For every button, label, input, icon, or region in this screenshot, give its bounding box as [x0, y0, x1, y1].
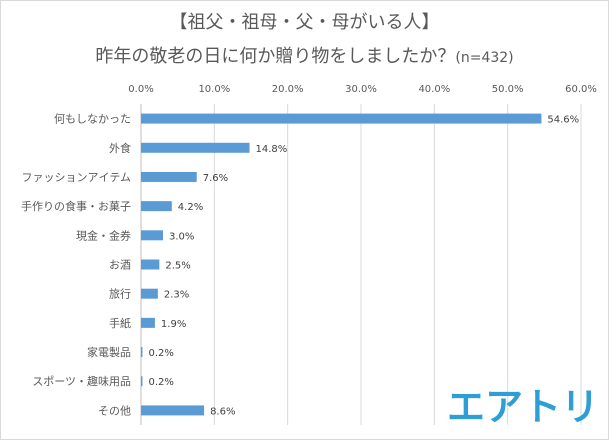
chart-title-question: 昨年の敬老の日に何か贈り物をしましたか？	[95, 46, 456, 67]
value-label: 4.2%	[178, 202, 203, 213]
category-label: ファッションアイテム	[22, 171, 131, 184]
bar	[141, 113, 542, 124]
category-label: 外食	[109, 141, 131, 155]
category-label: スポーツ・趣味用品	[32, 374, 131, 388]
value-label: 7.6%	[203, 173, 228, 184]
bar	[141, 259, 160, 270]
category-label: 旅行	[109, 287, 131, 301]
category-label: 現金・金券	[76, 228, 131, 242]
value-label: 0.2%	[148, 377, 173, 388]
category-label: お酒	[109, 259, 131, 272]
bar	[141, 201, 172, 212]
x-tick-label: 10.0%	[198, 84, 230, 95]
value-label: 1.9%	[161, 319, 186, 330]
bars	[141, 113, 542, 416]
x-tick-label: 60.0%	[565, 84, 597, 95]
value-label: 0.2%	[148, 348, 173, 359]
value-label: 54.6%	[547, 115, 579, 126]
category-label: 家電製品	[87, 345, 131, 359]
sample-size-label: (n=432)	[455, 50, 514, 66]
chart-title-line2: 昨年の敬老の日に何か贈り物をしましたか？(n=432)	[0, 42, 609, 68]
value-labels: 54.6% 14.8% 7.6% 4.2% 3.0% 2.5% 2.3% 1.9% 0.2% 0.…	[148, 115, 579, 418]
x-axis-tick-labels: 0.0% 10.0% 20.0% 30.0% 40.0% 50.0% 60.0%	[128, 84, 597, 95]
bar	[141, 317, 155, 328]
chart-title-line1: 【祖父・祖母・父・母がいる人】	[169, 12, 440, 33]
bar	[141, 230, 163, 241]
x-tick-label: 40.0%	[418, 84, 450, 95]
value-label: 14.8%	[256, 144, 288, 155]
category-label: その他	[98, 404, 131, 417]
logo-text: エアトリ	[447, 385, 599, 429]
category-label: 何もしなかった	[54, 113, 131, 126]
x-tick-label: 50.0%	[492, 84, 524, 95]
bar	[141, 347, 143, 358]
x-tick-label: 20.0%	[272, 84, 304, 95]
category-label: 手紙	[109, 316, 131, 330]
airtrip-logo: エアトリ	[447, 385, 599, 429]
category-labels: 何もしなかった外食ファッションアイテム手作りの食事・お菓子現金・金券お酒旅行手紙…	[21, 113, 131, 418]
x-tick-label: 0.0%	[128, 84, 153, 95]
value-label: 8.6%	[210, 406, 235, 417]
value-label: 3.0%	[169, 231, 194, 242]
bar	[141, 142, 250, 153]
x-tick-label: 30.0%	[345, 84, 377, 95]
bar	[141, 405, 205, 416]
bar	[141, 376, 143, 387]
category-label: 手作りの食事・お菓子	[21, 199, 131, 213]
value-label: 2.5%	[165, 261, 190, 272]
bar	[141, 171, 197, 182]
value-label: 2.3%	[164, 290, 189, 301]
bar	[141, 288, 158, 299]
